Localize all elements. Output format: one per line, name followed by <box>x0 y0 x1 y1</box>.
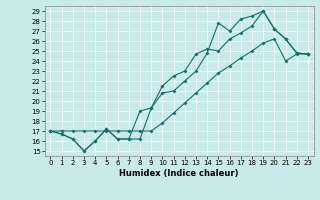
X-axis label: Humidex (Indice chaleur): Humidex (Indice chaleur) <box>119 169 239 178</box>
